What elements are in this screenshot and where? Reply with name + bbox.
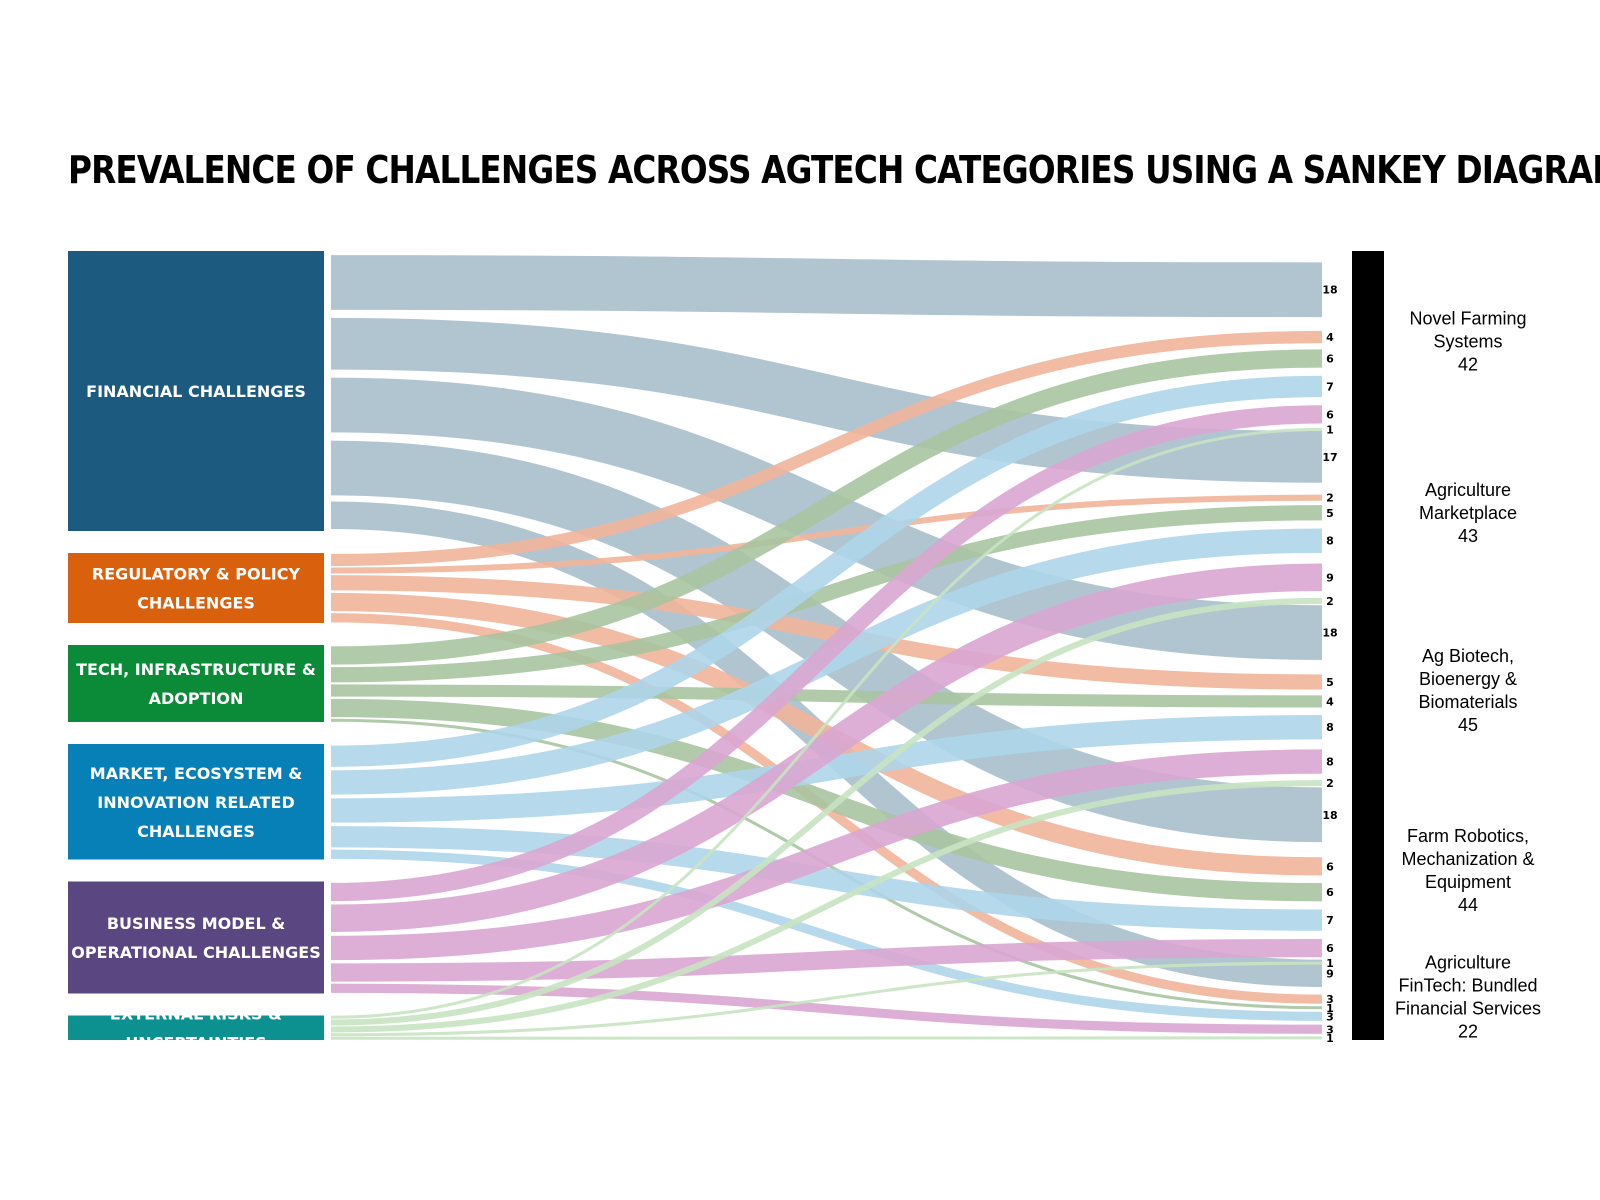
target-node-market — [1352, 420, 1384, 606]
target-label-novel: Systems — [1433, 331, 1502, 351]
target-total-market: 43 — [1458, 526, 1478, 546]
flow-count-biz-biotech: 8 — [1326, 756, 1334, 769]
source-label-ext: UNCERTAINTIES — [125, 1033, 266, 1052]
flow-fin-biotech — [330, 377, 1323, 660]
target-label-robotics: Mechanization & — [1401, 849, 1534, 869]
flow-count-reg-robotics: 6 — [1326, 860, 1334, 873]
flow-count-reg-market: 2 — [1326, 492, 1334, 505]
flow-count-tech-novel: 6 — [1326, 353, 1334, 366]
flow-biz-biotech — [330, 749, 1323, 961]
target-label-biotech: Biomaterials — [1418, 692, 1517, 712]
flow-count-ext-biotech: 2 — [1326, 777, 1334, 790]
source-label-mkt: INNOVATION RELATED — [97, 793, 294, 812]
source-nodes: FINANCIAL CHALLENGES REGULATORY & POLICY C… — [68, 251, 324, 1052]
target-label-biotech: Ag Biotech, — [1422, 646, 1514, 666]
flow-count-biz-novel: 6 — [1326, 408, 1334, 421]
target-label-novel: Novel Farming — [1409, 308, 1526, 328]
target-node-biotech — [1352, 593, 1384, 788]
flow-count-tech-market: 5 — [1326, 507, 1334, 520]
flow-count-reg-fintech: 3 — [1326, 993, 1334, 1006]
flow-ext-robotics — [330, 961, 1323, 1037]
target-nodes: Novel Farming Systems 42 Agriculture Marketp… — [1352, 251, 1541, 1042]
target-total-biotech: 45 — [1458, 715, 1478, 735]
target-total-novel: 42 — [1458, 354, 1478, 374]
flow-mkt-biotech — [330, 715, 1323, 823]
flow-biz-novel — [330, 405, 1323, 902]
flow-count-ext-novel: 1 — [1326, 423, 1334, 436]
source-label-ext: EXTERNAL RISKS & — [110, 1004, 282, 1023]
source-label-fin: FINANCIAL CHALLENGES — [86, 382, 306, 401]
flow-tech-biotech — [330, 684, 1323, 708]
flow-reg-market — [330, 494, 1323, 574]
target-label-fintech: FinTech: Bundled — [1398, 976, 1537, 996]
flow-count-biz-market: 9 — [1326, 571, 1334, 584]
target-label-robotics: Farm Robotics, — [1407, 826, 1529, 846]
flow-mkt-novel — [330, 375, 1323, 767]
flow-count-tech-robotics: 6 — [1326, 886, 1334, 899]
flow-count-fin-fintech: 9 — [1326, 967, 1334, 980]
source-label-biz: BUSINESS MODEL & — [107, 914, 285, 933]
flow-fin-novel — [330, 255, 1323, 318]
flow-reg-biotech — [330, 575, 1323, 690]
flow-count-mkt-fintech: 3 — [1326, 1010, 1334, 1023]
target-node-fintech — [1352, 954, 1384, 1040]
flow-count-mkt-robotics: 7 — [1326, 914, 1334, 927]
target-label-fintech: Agriculture — [1425, 953, 1511, 973]
flow-tech-market — [330, 505, 1323, 683]
flow-ext-biotech — [330, 780, 1323, 1033]
flow-ext-novel — [330, 427, 1323, 1019]
target-node-robotics — [1352, 776, 1384, 966]
flow-mkt-robotics — [330, 826, 1323, 931]
flow-reg-novel — [330, 330, 1323, 567]
source-label-mkt: MARKET, ECOSYSTEM & — [90, 764, 302, 783]
flow-count-biz-robotics: 6 — [1326, 942, 1334, 955]
flow-layer — [330, 255, 1323, 1040]
flow-count-tech-fintech: 1 — [1326, 1002, 1334, 1015]
source-node-fin — [68, 251, 324, 531]
flow-biz-robotics — [330, 938, 1323, 982]
source-label-reg: CHALLENGES — [137, 594, 255, 613]
target-label-robotics: Equipment — [1425, 872, 1511, 892]
flow-biz-market — [330, 563, 1323, 932]
source-node-mkt — [68, 744, 324, 860]
source-label-tech: TECH, INFRASTRUCTURE & — [76, 660, 316, 679]
flow-count-reg-biotech: 5 — [1326, 676, 1334, 689]
target-label-biotech: Bioenergy & — [1419, 669, 1517, 689]
source-node-reg — [68, 553, 324, 623]
flow-count-ext-market: 2 — [1326, 595, 1334, 608]
flow-count-mkt-biotech: 8 — [1326, 721, 1334, 734]
flow-count-ext-robotics: 1 — [1326, 957, 1334, 970]
source-label-tech: ADOPTION — [149, 689, 244, 708]
source-label-biz: OPERATIONAL CHALLENGES — [71, 943, 321, 962]
source-node-tech — [68, 645, 324, 722]
flow-count-fin-novel: 18 — [1322, 284, 1337, 297]
flow-tech-robotics — [330, 698, 1323, 902]
target-label-market: Marketplace — [1419, 503, 1517, 523]
flow-count-ext-fintech: 1 — [1326, 1032, 1334, 1045]
flow-count-mkt-market: 8 — [1326, 535, 1334, 548]
flow-biz-fintech — [330, 983, 1323, 1034]
flow-count-fin-biotech: 18 — [1322, 627, 1337, 640]
flow-count-fin-robotics: 18 — [1322, 809, 1337, 822]
flow-ext-market — [330, 597, 1323, 1026]
target-label-market: Agriculture — [1425, 480, 1511, 500]
source-node-ext — [68, 1015, 324, 1040]
target-node-novel — [1352, 251, 1384, 432]
target-total-fintech: 22 — [1458, 1022, 1478, 1042]
flow-count-biz-fintech: 3 — [1326, 1023, 1334, 1036]
flow-count-reg-novel: 4 — [1326, 331, 1334, 344]
flow-count-fin-market: 17 — [1322, 451, 1337, 464]
target-total-robotics: 44 — [1458, 895, 1478, 915]
flow-count-mkt-novel: 7 — [1326, 380, 1334, 393]
source-label-mkt: CHALLENGES — [137, 822, 255, 841]
source-node-biz — [68, 881, 324, 994]
flow-tech-novel — [330, 349, 1323, 665]
flow-count-tech-biotech: 4 — [1326, 695, 1334, 708]
target-label-fintech: Financial Services — [1395, 999, 1541, 1019]
source-label-reg: REGULATORY & POLICY — [92, 565, 301, 584]
